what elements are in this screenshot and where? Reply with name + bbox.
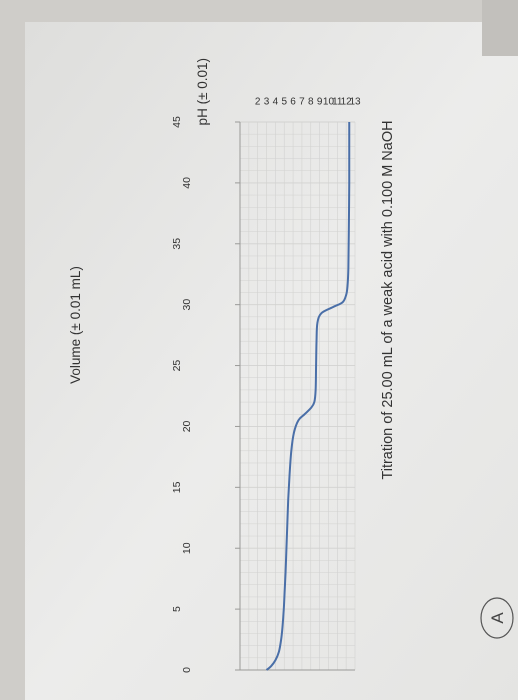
y-tick-label: 9 bbox=[317, 97, 323, 108]
x-tick-label: 15 bbox=[171, 481, 183, 493]
y-tick-label: 12 bbox=[341, 97, 353, 108]
x-tick-label: 10 bbox=[181, 542, 193, 554]
chart-title: Titration of 25.00 mL of a weak acid wit… bbox=[380, 120, 396, 479]
x-tick-label: 45 bbox=[171, 116, 183, 128]
y-tick-label: 13 bbox=[349, 97, 361, 108]
x-tick-label: 35 bbox=[171, 238, 183, 250]
y-tick-label: 6 bbox=[290, 97, 296, 108]
x-tick-labels: 0 5 10 15 20 25 30 35 40 45 bbox=[171, 116, 240, 673]
x-tick-label: 20 bbox=[181, 420, 193, 432]
x-axis-label: Volume (± 0.01 mL) bbox=[68, 266, 83, 384]
y-tick-label: 10 bbox=[323, 97, 335, 108]
binder-clip bbox=[482, 0, 518, 56]
titration-curve bbox=[265, 122, 351, 671]
y-axis-label: pH (± 0.01) bbox=[195, 58, 210, 125]
x-tick-label: 0 bbox=[181, 667, 193, 673]
y-tick-label: 2 bbox=[255, 97, 261, 108]
x-tick-label: 40 bbox=[181, 177, 193, 189]
annotation-text: A bbox=[488, 612, 507, 624]
y-tick-label: 7 bbox=[299, 97, 305, 108]
y-tick-label: 4 bbox=[273, 97, 279, 108]
y-tick-label: 5 bbox=[281, 97, 287, 108]
x-tick-label: 5 bbox=[171, 606, 183, 612]
y-tick-label: 3 bbox=[264, 97, 270, 108]
x-tick-label: 30 bbox=[181, 299, 193, 311]
x-tick-label: 25 bbox=[171, 360, 183, 372]
annotation-circle: A bbox=[480, 597, 514, 639]
y-tick-label: 8 bbox=[308, 97, 314, 108]
chart-axes bbox=[239, 122, 355, 671]
y-tick-label: 11 bbox=[332, 97, 343, 108]
paper-sheet bbox=[25, 22, 518, 700]
